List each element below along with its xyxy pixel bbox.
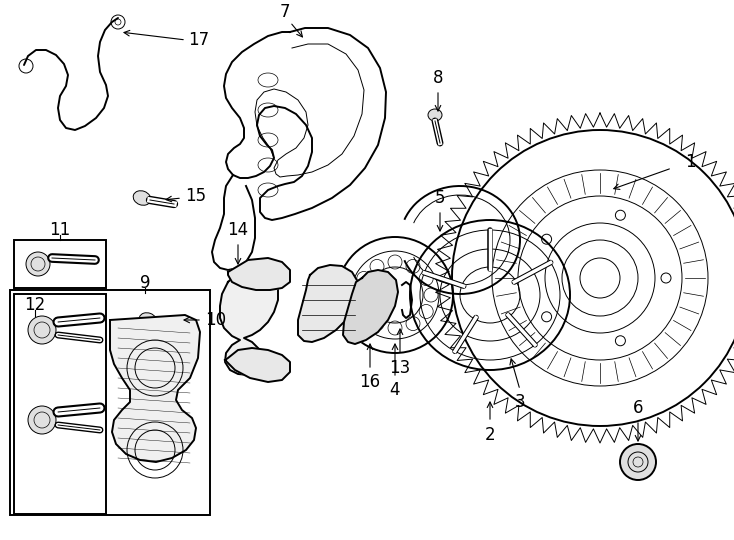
Text: 8: 8 (433, 69, 443, 87)
Bar (14, 240, 106, 288)
Text: 9: 9 (139, 274, 150, 292)
Circle shape (28, 406, 56, 434)
Text: 14: 14 (228, 221, 249, 239)
Polygon shape (228, 258, 290, 290)
Text: 2: 2 (484, 426, 495, 444)
Text: 10: 10 (205, 311, 226, 329)
Text: 7: 7 (280, 3, 290, 21)
Circle shape (620, 444, 656, 480)
Circle shape (26, 252, 50, 276)
Text: 6: 6 (633, 399, 643, 417)
Ellipse shape (133, 191, 150, 205)
Text: 11: 11 (49, 221, 70, 239)
Text: 13: 13 (389, 359, 410, 377)
Polygon shape (343, 270, 398, 344)
Text: 5: 5 (435, 189, 446, 207)
Text: 17: 17 (188, 31, 209, 49)
Bar (10, 290, 210, 515)
Ellipse shape (428, 109, 442, 121)
Ellipse shape (139, 313, 157, 327)
Polygon shape (298, 265, 358, 342)
Text: 1: 1 (685, 153, 695, 171)
Polygon shape (220, 272, 278, 375)
Text: 4: 4 (390, 381, 400, 399)
Text: 12: 12 (24, 296, 46, 314)
Circle shape (28, 316, 56, 344)
Polygon shape (110, 315, 200, 462)
Text: 16: 16 (360, 373, 380, 391)
Polygon shape (225, 348, 290, 382)
Text: 3: 3 (515, 393, 526, 411)
Text: 15: 15 (185, 187, 206, 205)
Bar (14, 294, 106, 514)
